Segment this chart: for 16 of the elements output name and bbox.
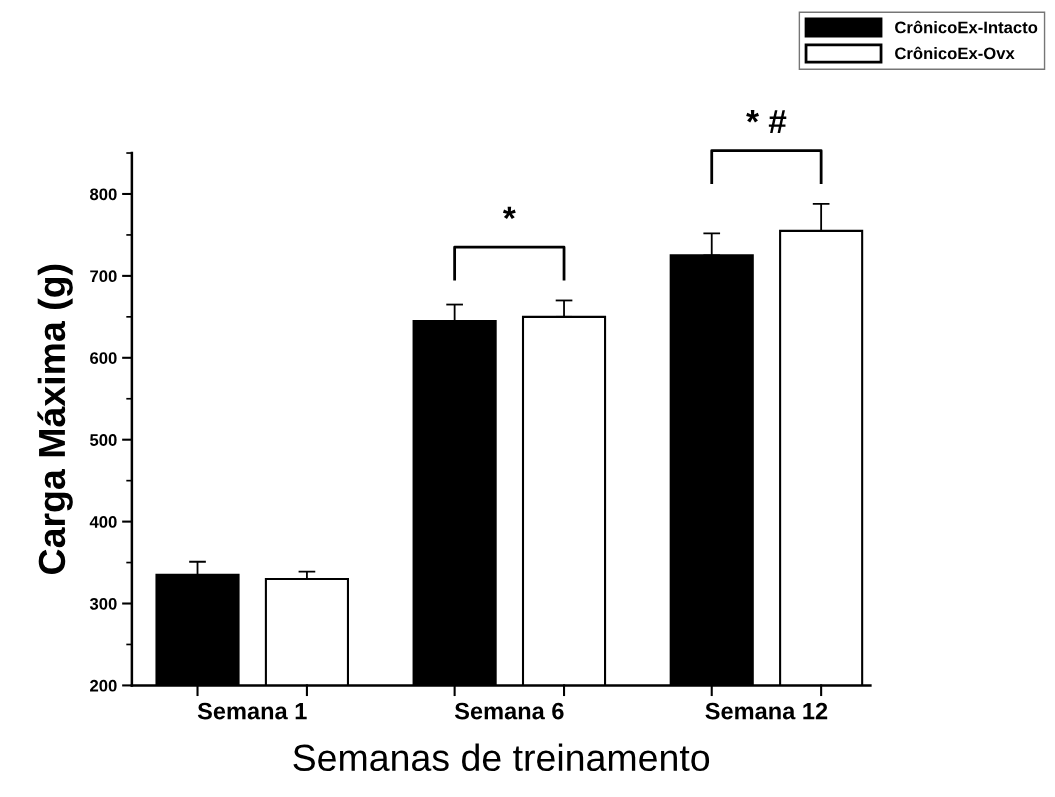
text: * # (746, 110, 787, 133)
x-axis-title: Semanas de treinamento (293, 743, 710, 772)
legend-label: CrônicoEx-Intacto (895, 20, 1038, 34)
y-tick-label: 200 (90, 679, 117, 692)
x-tick-label: Semana 1 (197, 702, 307, 720)
y-tick-label: 400 (89, 516, 117, 528)
y-tick-label: 700 (90, 270, 117, 283)
x-tick-label: Semana 12 (705, 702, 828, 720)
y-tick-label: 500 (90, 434, 117, 446)
y-axis-title: Carga Máxima (g) (37, 264, 73, 574)
y-tick-label: 800 (90, 188, 117, 201)
y-tick-label: 600 (90, 352, 117, 364)
annotation: * (502, 206, 516, 220)
x-tick-label: Semana 6 (454, 702, 564, 720)
y-tick-label: 300 (89, 597, 117, 610)
legend-label: CrônicoEx-Ovx (895, 46, 1015, 60)
